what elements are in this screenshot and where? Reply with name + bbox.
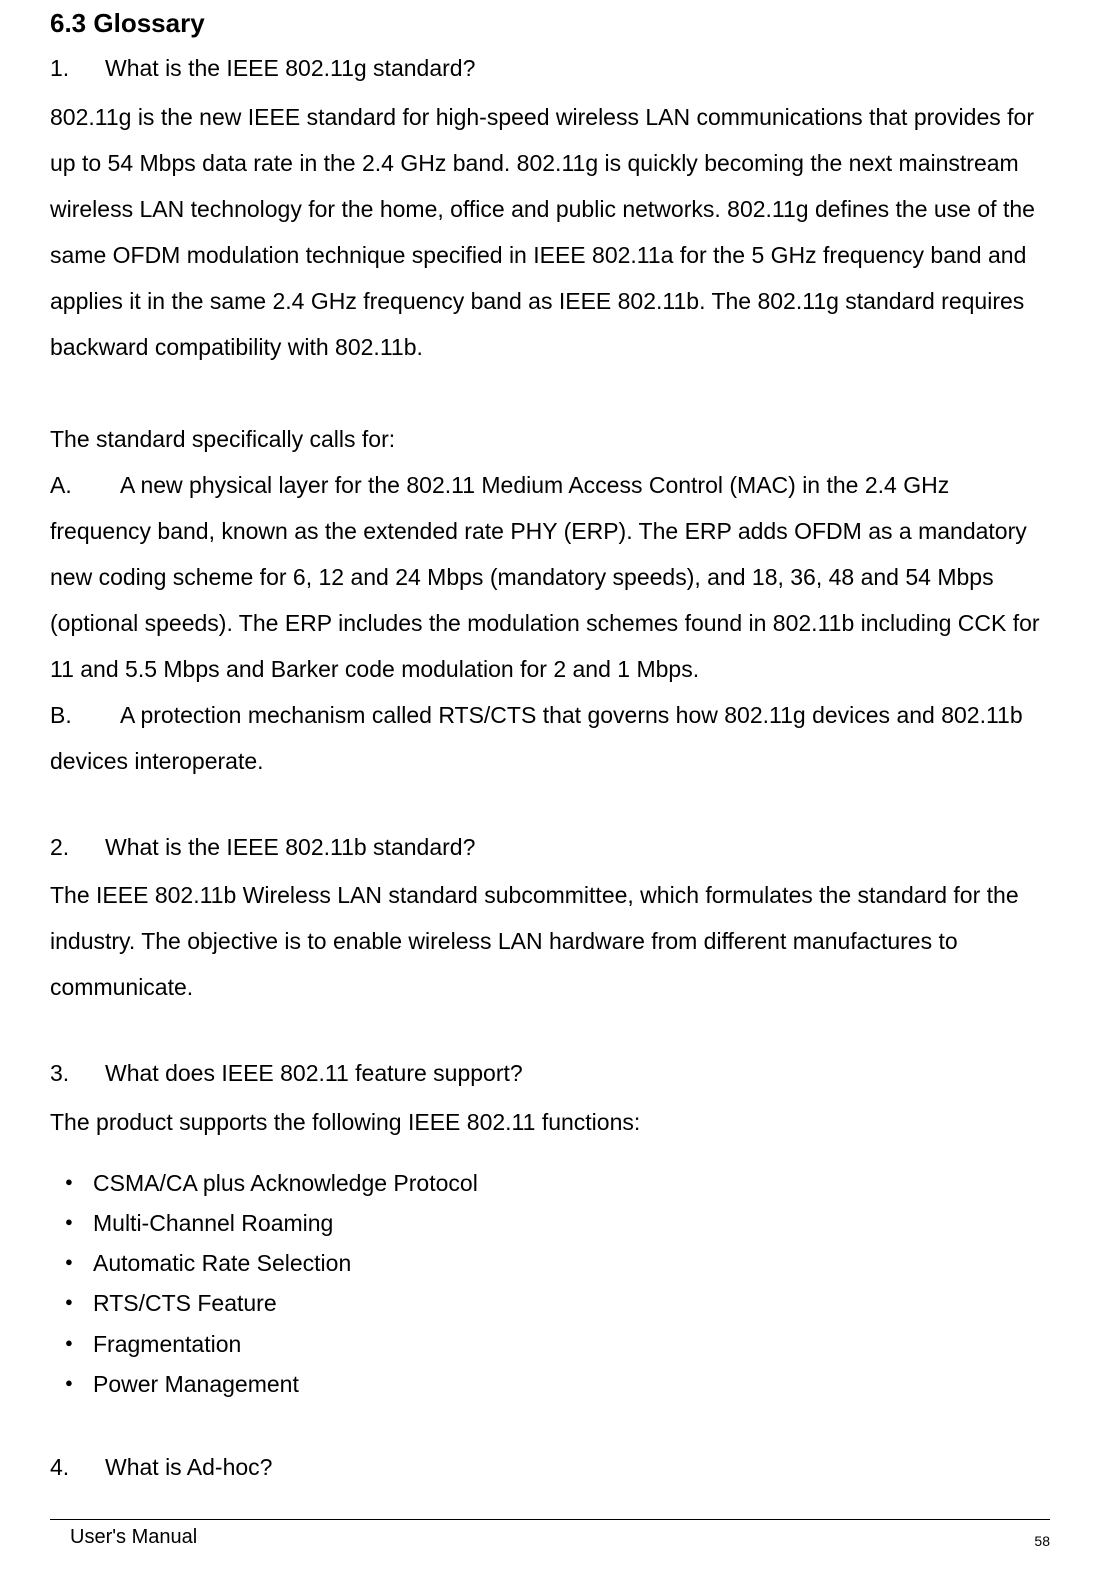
question-4-number: 4. (50, 1450, 105, 1485)
q2-paragraph-1: The IEEE 802.11b Wireless LAN standard s… (50, 872, 1050, 1010)
item-b-marker: B. (50, 692, 120, 738)
page-footer: User's Manual 58 (50, 1519, 1050, 1549)
q1-item-b: B.A protection mechanism called RTS/CTS … (50, 692, 1050, 784)
question-4: 4.What is Ad-hoc? (50, 1450, 1050, 1485)
item-a-marker: A. (50, 462, 120, 508)
q1-paragraph-1: 802.11g is the new IEEE standard for hig… (50, 94, 1050, 370)
spacer (50, 784, 1050, 830)
section-title: 6.3 Glossary (50, 8, 1050, 39)
item-b-text: A protection mechanism called RTS/CTS th… (50, 702, 1023, 774)
spacer (50, 1010, 1050, 1056)
question-1-number: 1. (50, 51, 105, 86)
spacer (50, 1404, 1050, 1450)
page-number: 58 (1034, 1533, 1050, 1549)
document-content: 6.3 Glossary 1.What is the IEEE 802.11g … (50, 0, 1050, 1485)
question-3: 3.What does IEEE 802.11 feature support? (50, 1056, 1050, 1091)
bullet-item: Power Management (65, 1364, 1050, 1404)
bullet-item: Multi-Channel Roaming (65, 1203, 1050, 1243)
bullet-item: RTS/CTS Feature (65, 1283, 1050, 1323)
question-3-text: What does IEEE 802.11 feature support? (105, 1060, 523, 1086)
q1-item-a: A.A new physical layer for the 802.11 Me… (50, 462, 1050, 692)
bullet-item: CSMA/CA plus Acknowledge Protocol (65, 1163, 1050, 1203)
bullet-item: Automatic Rate Selection (65, 1243, 1050, 1283)
question-1: 1.What is the IEEE 802.11g standard? (50, 51, 1050, 86)
q3-paragraph-1: The product supports the following IEEE … (50, 1099, 1050, 1145)
q1-paragraph-2: The standard specifically calls for: (50, 416, 1050, 462)
question-2: 2.What is the IEEE 802.11b standard? (50, 830, 1050, 865)
item-a-text: A new physical layer for the 802.11 Medi… (50, 472, 1040, 682)
question-2-number: 2. (50, 830, 105, 865)
question-2-text: What is the IEEE 802.11b standard? (105, 834, 475, 860)
spacer (50, 370, 1050, 416)
footer-manual-label: User's Manual (50, 1526, 197, 1549)
question-3-number: 3. (50, 1056, 105, 1091)
question-1-text: What is the IEEE 802.11g standard? (105, 55, 475, 81)
bullet-item: Fragmentation (65, 1324, 1050, 1364)
question-4-text: What is Ad-hoc? (105, 1454, 272, 1480)
q3-bullet-list: CSMA/CA plus Acknowledge Protocol Multi-… (50, 1163, 1050, 1405)
